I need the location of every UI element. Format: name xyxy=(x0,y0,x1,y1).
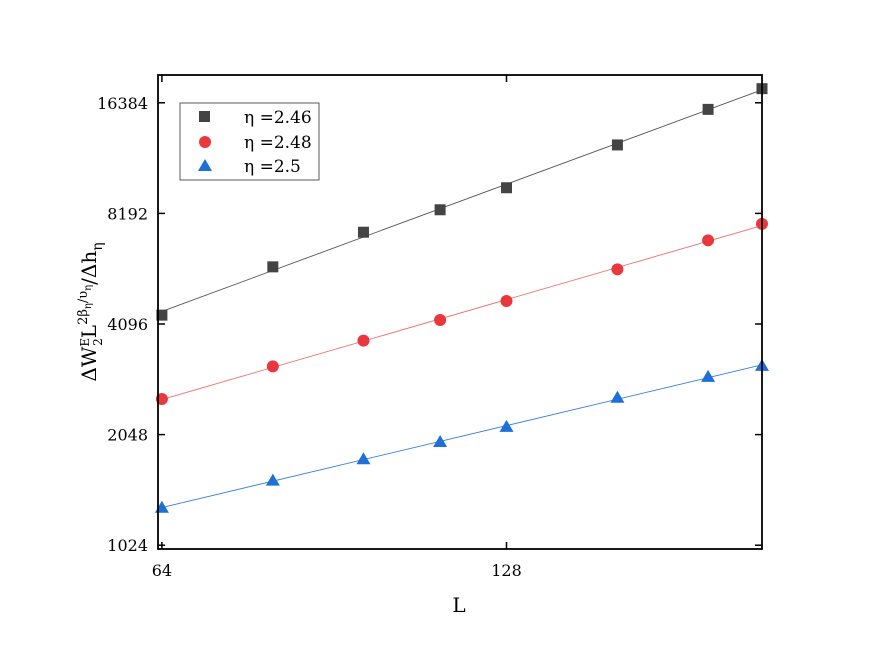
y-tick-label: 1024 xyxy=(107,536,148,555)
data-point-series-2 xyxy=(265,473,280,486)
data-point-series-0 xyxy=(434,204,446,216)
data-point-series-2 xyxy=(356,452,371,465)
fit-line-series-1 xyxy=(161,225,763,400)
data-point-series-1 xyxy=(500,295,513,308)
legend-marker-triangle xyxy=(198,159,212,171)
data-point-series-1 xyxy=(266,360,279,373)
x-axis-label: L xyxy=(452,593,465,617)
legend-label-2: η =2.5 xyxy=(244,157,301,177)
tick-labels: 64 128 1024 2048 4096 8192 16384 xyxy=(97,94,522,580)
y-tick-label: 2048 xyxy=(107,426,148,445)
data-point-series-0 xyxy=(611,139,623,151)
plot-frame xyxy=(157,74,763,550)
fit-lines xyxy=(161,89,763,508)
data-point-series-2 xyxy=(499,419,514,432)
legend-marker-square xyxy=(199,111,210,122)
data-point-series-2 xyxy=(433,435,448,448)
fit-line-series-2 xyxy=(161,364,763,508)
y-tick-label: 4096 xyxy=(107,315,148,334)
x-tick-label: 64 xyxy=(152,561,172,580)
fit-line-series-0 xyxy=(161,89,763,312)
legend-item-0: η =2.46 xyxy=(199,108,312,128)
legend-item-1: η =2.48 xyxy=(199,133,312,153)
legend: η =2.46 η =2.48 η =2.5 xyxy=(179,102,320,181)
data-point-series-0 xyxy=(702,103,714,115)
data-point-series-1 xyxy=(702,234,715,247)
x-tick-label: 128 xyxy=(491,561,522,580)
data-point-series-0 xyxy=(500,182,512,194)
axis-ticks xyxy=(158,75,762,549)
legend-marker-circle xyxy=(199,136,211,148)
data-point-series-0 xyxy=(156,309,168,321)
y-tick-label: 16384 xyxy=(97,94,148,113)
data-point-series-1 xyxy=(357,334,370,347)
data-point-series-0 xyxy=(267,261,279,273)
data-point-series-0 xyxy=(357,226,369,238)
legend-item-2: η =2.5 xyxy=(198,157,301,177)
svg-text:ΔWE2L2βη/υη/Δhη: ΔWE2L2βη/υη/Δhη xyxy=(76,242,106,381)
data-point-series-1 xyxy=(434,313,447,326)
y-tick-label: 8192 xyxy=(107,204,148,223)
data-point-series-2 xyxy=(701,369,716,382)
data-point-series-1 xyxy=(611,263,624,276)
data-point-series-2 xyxy=(610,390,625,403)
legend-label-1: η =2.48 xyxy=(244,133,312,153)
y-axis-label: ΔWE2L2βη/υη/Δhη xyxy=(76,242,106,381)
legend-label-0: η =2.46 xyxy=(244,108,312,128)
